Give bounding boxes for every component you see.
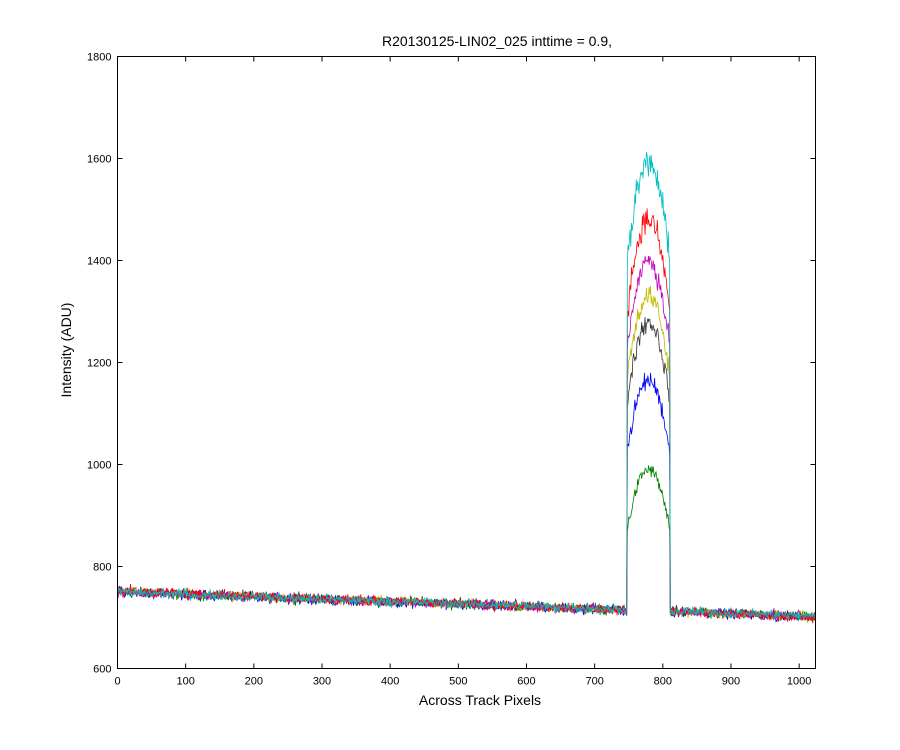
y-tick-label: 1400 bbox=[87, 256, 111, 268]
y-tick-label: 1800 bbox=[87, 52, 111, 64]
plot-frame bbox=[117, 56, 816, 669]
series-line-4 bbox=[117, 285, 815, 624]
series-layer bbox=[117, 151, 816, 624]
x-tick-label: 900 bbox=[722, 676, 740, 688]
x-tick-label: 500 bbox=[449, 676, 467, 688]
y-tick-label: 1200 bbox=[87, 358, 111, 370]
x-tick-label: 100 bbox=[176, 676, 194, 688]
x-tick-label: 0 bbox=[114, 676, 120, 688]
x-tick-label: 600 bbox=[517, 676, 535, 688]
chart-title: R20130125-LIN02_025 inttime = 0.9, bbox=[382, 33, 612, 49]
y-axis-label: Intensity (ADU) bbox=[58, 303, 74, 398]
x-tick-label: 800 bbox=[654, 676, 672, 688]
y-tick-label: 800 bbox=[93, 562, 111, 574]
x-tick-label: 300 bbox=[313, 676, 331, 688]
y-tick-label: 1600 bbox=[87, 154, 111, 166]
x-axis-label: Across Track Pixels bbox=[419, 692, 541, 708]
series-line-5 bbox=[117, 255, 816, 622]
series-line-3 bbox=[117, 317, 816, 622]
series-line-6 bbox=[117, 208, 815, 624]
ticks-layer: 0 100 200 300 400 500 600 700 800 900 1000 600 800 10… bbox=[87, 52, 816, 688]
x-tick-label: 200 bbox=[245, 676, 263, 688]
series-line-2 bbox=[117, 372, 816, 623]
x-tick-label: 1000 bbox=[787, 676, 811, 688]
series-line-7 bbox=[117, 151, 816, 621]
x-tick-label: 400 bbox=[381, 676, 399, 688]
x-tick-label: 700 bbox=[585, 676, 603, 688]
y-tick-label: 600 bbox=[93, 664, 111, 676]
y-tick-label: 1000 bbox=[87, 460, 111, 472]
